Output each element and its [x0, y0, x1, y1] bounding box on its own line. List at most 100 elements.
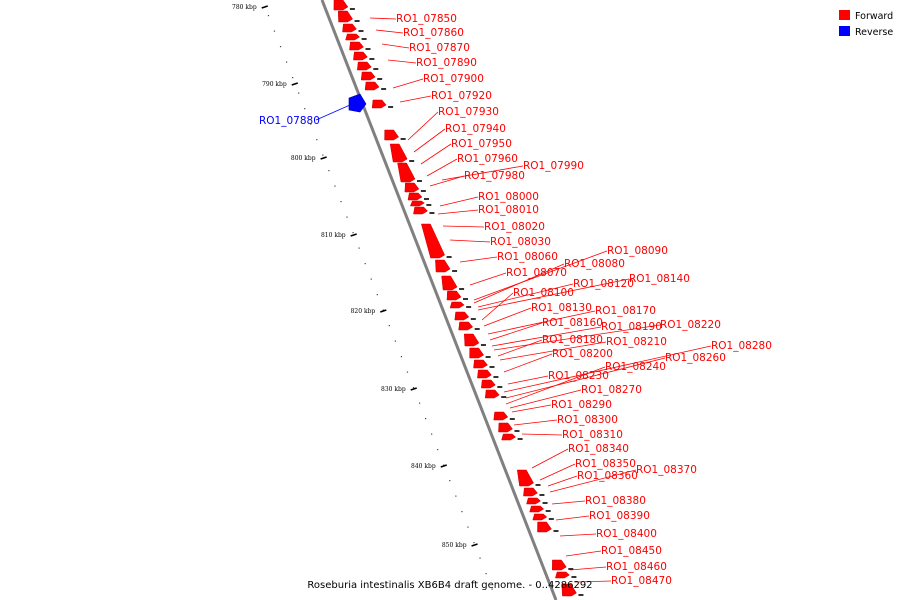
minor-tick — [437, 449, 439, 451]
label-leader — [437, 209, 479, 215]
minor-tick — [443, 464, 445, 466]
gene-block-forward — [342, 23, 357, 33]
label-leader — [569, 566, 607, 571]
label-leader — [459, 256, 498, 263]
genome-title: Roseburia intestinalis XB6B4 draft genom… — [307, 580, 592, 591]
label-leader — [549, 469, 637, 493]
gene-block-forward — [454, 311, 470, 321]
major-tick — [291, 82, 299, 86]
gene-label: RO1_08090 — [607, 245, 668, 257]
label-leader — [381, 43, 410, 49]
minor-tick — [340, 201, 342, 203]
label-leader — [559, 533, 597, 537]
label-leader — [426, 158, 458, 177]
gene-block-forward — [421, 223, 445, 259]
gene-block-forward — [333, 0, 349, 11]
minor-tick — [382, 309, 384, 311]
label-leader — [503, 353, 553, 373]
minor-tick — [267, 15, 270, 17]
gene-label-reverse: RO1_07880 — [259, 115, 320, 127]
label-leader — [420, 143, 452, 165]
gene-block-forward — [529, 505, 545, 513]
gene-label: RO1_08080 — [564, 258, 625, 270]
label-leader — [503, 345, 712, 393]
label-leader — [539, 463, 576, 481]
gene-label: RO1_08120 — [573, 278, 634, 290]
gene-block-forward — [537, 521, 552, 533]
gene-block-forward — [364, 81, 380, 91]
gene-block-forward — [446, 290, 462, 301]
minor-tick — [388, 325, 390, 327]
label-leader — [473, 263, 565, 304]
gene-block-forward — [484, 389, 500, 399]
legend-forward-label: Forward — [855, 11, 893, 22]
major-tick — [380, 309, 387, 313]
tick-label: 780 kbp — [232, 4, 257, 11]
minor-tick — [298, 92, 300, 94]
gene-label: RO1_07920 — [431, 90, 492, 102]
gene-label: RO1_08380 — [585, 495, 646, 507]
gene-label: RO1_08200 — [552, 348, 613, 360]
minor-tick — [346, 216, 348, 218]
tick-label: 820 kbp — [351, 308, 376, 315]
gene-block-forward — [523, 487, 538, 497]
gene-label: RO1_08070 — [506, 267, 567, 279]
minor-tick — [273, 30, 276, 32]
minor-tick — [473, 542, 475, 544]
gene-label: RO1_08220 — [660, 319, 721, 331]
label-leader — [574, 580, 612, 583]
gene-label: RO1_08310 — [562, 429, 623, 441]
gene-label: RO1_08470 — [611, 575, 672, 587]
gene-blocks — [333, 0, 584, 597]
major-tick — [350, 233, 357, 237]
label-leader — [369, 17, 397, 20]
label-leader — [497, 339, 543, 357]
legend-forward-swatch — [839, 10, 850, 20]
gene-label: RO1_08290 — [551, 399, 612, 411]
gene-label: RO1_07960 — [457, 153, 518, 165]
gene-label: RO1_08450 — [601, 545, 662, 557]
label-leader — [555, 515, 590, 521]
gene-block-forward — [360, 71, 376, 81]
label-leader — [547, 475, 578, 487]
gene-label: RO1_08030 — [490, 236, 551, 248]
gene-block-forward — [397, 162, 416, 183]
gene-block-forward — [389, 143, 408, 163]
gene-label: RO1_08230 — [548, 370, 609, 382]
minor-tick — [322, 154, 324, 156]
label-leader — [509, 389, 582, 409]
gene-block-forward — [526, 497, 541, 505]
label-leader — [507, 375, 549, 385]
minor-tick — [461, 511, 463, 513]
label-leader — [531, 448, 569, 469]
gene-label: RO1_08180 — [542, 334, 603, 346]
major-tick — [410, 387, 417, 391]
gene-label: RO1_07850 — [396, 13, 457, 25]
minor-tick — [358, 247, 360, 249]
gene-block-forward — [561, 583, 577, 597]
gene-label: RO1_07890 — [416, 57, 477, 69]
major-tick — [320, 156, 327, 160]
gene-label: RO1_08010 — [478, 204, 539, 216]
gene-label: RO1_08270 — [581, 384, 642, 396]
gene-label: RO1_07940 — [445, 123, 506, 135]
gene-label: RO1_08340 — [568, 443, 629, 455]
gene-block-forward — [473, 359, 488, 369]
gene-block-forward — [338, 10, 353, 23]
gene-label: RO1_07990 — [523, 160, 584, 172]
minor-tick — [467, 526, 469, 528]
minor-tick — [316, 139, 318, 141]
label-leader — [413, 128, 446, 153]
gene-block-forward — [353, 51, 368, 61]
gene-label: RO1_08160 — [542, 317, 603, 329]
label-leader — [491, 326, 602, 347]
tick-label: 800 kbp — [291, 155, 316, 162]
gene-label: RO1_08370 — [636, 464, 697, 476]
label-leader — [521, 433, 563, 436]
legend: Forward Reverse — [839, 10, 893, 38]
label-leader — [477, 278, 630, 311]
gene-label: RO1_08170 — [595, 305, 656, 317]
minor-tick — [370, 278, 372, 280]
gene-label: RO1_08020 — [484, 221, 545, 233]
